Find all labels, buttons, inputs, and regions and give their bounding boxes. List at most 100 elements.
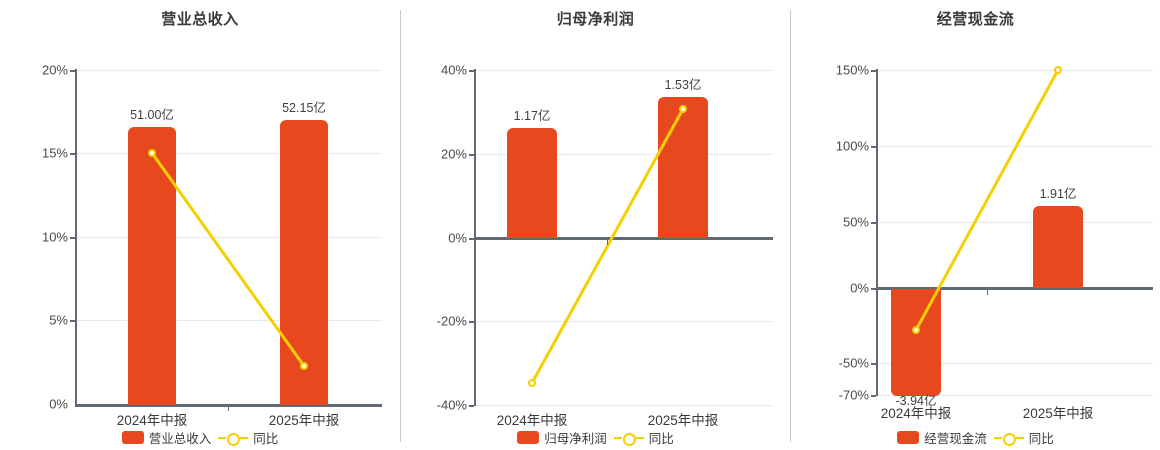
- gridline: [878, 395, 1153, 396]
- legend-item-bar[interactable]: 经营现金流: [897, 428, 987, 447]
- y-axis-tick-label: 5%: [49, 312, 68, 328]
- x-axis-label-2024: 2024年中报: [880, 406, 952, 421]
- legend-item-line[interactable]: 同比: [993, 428, 1054, 447]
- chart-legend-operating-cash-flow: 经营现金流 同比: [791, 428, 1160, 447]
- legend-bar-swatch-icon: [897, 431, 920, 444]
- panel-divider-2: [790, 10, 791, 442]
- bar-value-label-2025: 1.53亿: [664, 78, 702, 92]
- x-axis-label-2025: 2025年中报: [268, 413, 340, 428]
- chart-panel-operating-cash-flow: 经营现金流 150% 100% 50% 0% -50% -70% -3.94亿 …: [791, 0, 1160, 450]
- x-axis-label-2024: 2024年中报: [496, 413, 568, 428]
- y-tick-mark: [871, 146, 876, 148]
- gridline: [77, 153, 382, 154]
- y-axis-tick-label: -40%: [436, 397, 467, 413]
- yoy-data-point-2025[interactable]: [1054, 66, 1062, 74]
- y-tick-mark: [469, 405, 474, 407]
- y-tick-mark: [469, 154, 474, 156]
- bar-2024[interactable]: [128, 127, 176, 405]
- x-tick-mark: [987, 289, 988, 295]
- y-axis-line: [75, 69, 77, 406]
- gridline: [878, 363, 1153, 364]
- y-tick-mark: [871, 395, 876, 397]
- legend-item-bar[interactable]: 营业总收入: [121, 428, 212, 447]
- gridline: [77, 237, 382, 238]
- y-tick-mark: [70, 237, 75, 239]
- y-axis-line: [876, 69, 878, 396]
- gridline: [77, 70, 382, 71]
- gridline: [476, 321, 773, 322]
- chart-legend-revenue: 营业总收入 同比: [0, 428, 400, 447]
- bar-value-label-2024: 51.00亿: [130, 108, 174, 122]
- gridline: [476, 405, 773, 406]
- y-tick-mark: [469, 321, 474, 323]
- y-axis-tick-label: 20%: [41, 62, 68, 78]
- legend-bar-label: 归母净利润: [544, 432, 607, 446]
- y-tick-mark: [70, 70, 75, 72]
- chart-title-revenue: 营业总收入: [161, 11, 239, 28]
- gridline: [77, 320, 382, 321]
- y-axis-tick-label: -20%: [436, 313, 467, 329]
- y-axis-tick-label: -50%: [838, 355, 869, 371]
- legend-line-marker-icon: [993, 432, 1024, 446]
- bar-2025[interactable]: [658, 97, 708, 238]
- legend-item-line[interactable]: 同比: [613, 428, 674, 447]
- legend-line-marker-icon: [218, 432, 249, 446]
- x-axis-label-2024: 2024年中报: [116, 413, 188, 428]
- y-axis-tick-label: 15%: [41, 145, 68, 161]
- y-tick-mark: [871, 70, 876, 72]
- y-tick-mark: [871, 222, 876, 224]
- y-axis-tick-label: 50%: [842, 214, 869, 230]
- gridline: [476, 70, 773, 71]
- y-axis-tick-label: 100%: [835, 138, 869, 154]
- gridline: [878, 70, 1153, 71]
- legend-line-label: 同比: [648, 432, 674, 446]
- y-axis-tick-label: -70%: [838, 387, 869, 403]
- yoy-data-point-2024[interactable]: [528, 379, 536, 387]
- gridline: [878, 146, 1153, 147]
- y-tick-mark: [469, 70, 474, 72]
- legend-line-marker-icon: [613, 432, 644, 446]
- y-axis-tick-label: 40%: [440, 62, 467, 78]
- bar-2024[interactable]: [507, 128, 557, 238]
- y-axis-tick-label: 10%: [41, 229, 68, 245]
- panel-divider-1: [400, 10, 401, 442]
- chart-legend-net-profit: 归母净利润 同比: [401, 428, 790, 447]
- legend-line-label: 同比: [253, 432, 279, 446]
- y-tick-mark: [469, 238, 474, 240]
- y-tick-mark: [871, 363, 876, 365]
- legend-bar-swatch-icon: [121, 431, 144, 444]
- y-tick-mark: [70, 320, 75, 322]
- x-axis-label-2025: 2025年中报: [1022, 406, 1094, 421]
- legend-item-line[interactable]: 同比: [218, 428, 278, 447]
- y-tick-mark: [871, 288, 876, 290]
- bar-2025[interactable]: [1033, 206, 1083, 288]
- y-axis-tick-label: 0%: [448, 230, 467, 246]
- y-axis-tick-label: 20%: [440, 146, 467, 162]
- gridline: [878, 222, 1153, 223]
- bar-2024[interactable]: [891, 289, 941, 396]
- bar-value-label-2024: -3.94亿: [895, 394, 937, 408]
- x-tick-mark: [607, 239, 608, 245]
- legend-line-label: 同比: [1028, 432, 1054, 446]
- chart-title-net-profit: 归母净利润: [556, 11, 635, 28]
- yoy-data-point-2024[interactable]: [912, 326, 920, 334]
- legend-bar-label: 经营现金流: [924, 432, 987, 446]
- legend-bar-label: 营业总收入: [148, 432, 212, 446]
- bar-value-label-2025: 52.15亿: [282, 101, 326, 115]
- y-tick-mark: [70, 153, 75, 155]
- yoy-data-point-2025[interactable]: [300, 362, 308, 370]
- yoy-data-point-2025[interactable]: [679, 105, 687, 113]
- legend-bar-swatch-icon: [517, 431, 540, 444]
- chart-title-operating-cash-flow: 经营现金流: [936, 11, 1015, 28]
- chart-panel-revenue: 营业总收入 20% 15% 10% 5% 0% 51.00亿 52.15亿 2: [0, 0, 400, 450]
- y-axis-tick-label: 0%: [850, 280, 869, 296]
- bar-value-label-2025: 1.91亿: [1039, 187, 1077, 201]
- chart-panel-net-profit: 归母净利润 40% 20% 0% -20% -40% 1.17亿 1.53亿 2…: [401, 0, 790, 450]
- legend-item-bar[interactable]: 归母净利润: [517, 428, 607, 447]
- yoy-data-point-2024[interactable]: [148, 149, 156, 157]
- x-axis-label-2025: 2025年中报: [647, 413, 719, 428]
- x-tick-mark: [228, 405, 229, 411]
- y-axis-tick-label: 0%: [49, 396, 68, 412]
- bar-value-label-2024: 1.17亿: [513, 109, 551, 123]
